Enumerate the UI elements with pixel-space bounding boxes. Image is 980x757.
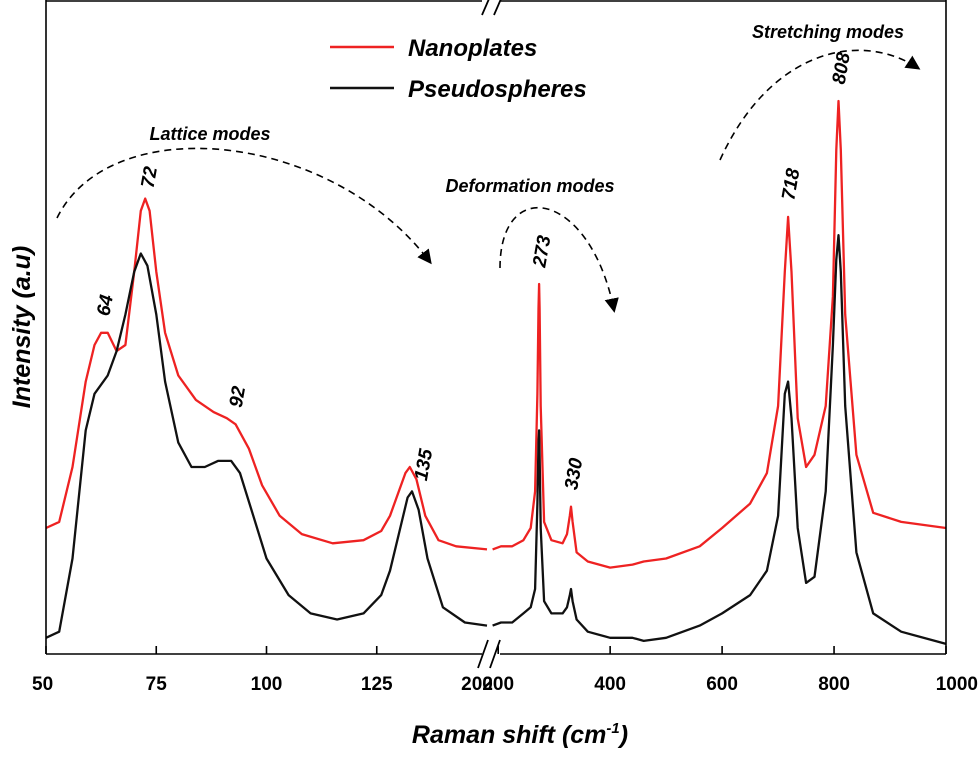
series-line-nanoplates-segment-2 [492,99,947,569]
y-axis-title: Intensity (a.u) [8,246,36,409]
break-mark-bottom-2 [489,639,501,669]
series-line-pseudospheres-segment-2 [492,234,947,646]
series-line-pseudospheres-segment-1 [45,252,488,639]
plot-frame [45,0,947,655]
x-tick-label: 75 [146,674,168,695]
deformation-modes-label: Deformation modes [445,176,614,196]
peak-label-135: 135 [411,447,437,482]
legend: Nanoplates Pseudospheres [330,35,587,103]
peak-label-718: 718 [778,166,804,201]
lattice-modes-label: Lattice modes [149,124,270,144]
peak-label-92: 92 [226,384,250,409]
legend-label-nanoplates: Nanoplates [408,35,537,62]
x-tick-label: 100 [251,674,283,695]
x-tick-label: 400 [594,674,626,695]
x-tick-label: 125 [361,674,393,695]
peak-label-808: 808 [829,51,855,86]
peak-label-273: 273 [529,234,555,270]
mode-annotations [56,49,921,313]
x-tick-label: 1000 [936,674,978,695]
x-tick-label: 200 [482,674,514,695]
stretching-modes-arc [719,49,921,161]
series-line-nanoplates-segment-1 [45,197,488,551]
axis-break-marks [477,0,502,669]
peak-labels: 64 72 92 135 273 330 718 808 [94,51,855,492]
stretching-modes-label: Stretching modes [752,22,904,42]
break-mark-top-2 [493,0,502,16]
series-layer [45,99,947,646]
peak-label-64: 64 [94,293,118,318]
lattice-modes-arc [56,147,432,265]
peak-label-72: 72 [138,165,162,190]
x-tick-label-break: 200 [461,674,493,695]
legend-label-pseudospheres: Pseudospheres [408,76,587,103]
peak-label-330: 330 [561,456,587,491]
deformation-modes-arc [499,206,619,313]
break-mark-bottom-1 [477,639,489,669]
x-axis-title: Raman shift (cm-1) [412,720,628,749]
x-tick-label: 800 [818,674,850,695]
break-mark-top-1 [481,0,490,16]
x-tick-label: 600 [706,674,738,695]
x-tick-label: 50 [32,674,53,695]
x-ticks: 50 75 100 125 200 400 600 800 1000 200 [32,646,978,695]
